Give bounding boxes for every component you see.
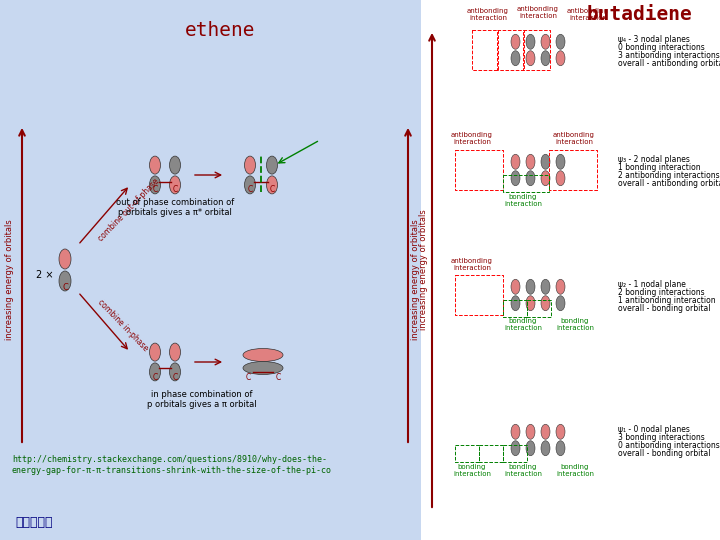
Text: increasing energy of orbitals: increasing energy of orbitals bbox=[420, 210, 428, 330]
Ellipse shape bbox=[150, 343, 161, 361]
Text: bonding
interaction: bonding interaction bbox=[453, 463, 491, 476]
Ellipse shape bbox=[526, 441, 535, 456]
Ellipse shape bbox=[150, 176, 161, 194]
Text: bonding
interaction: bonding interaction bbox=[504, 193, 542, 206]
Ellipse shape bbox=[541, 279, 550, 294]
Ellipse shape bbox=[150, 156, 161, 174]
Text: butadiene: butadiene bbox=[587, 5, 693, 24]
Text: C: C bbox=[275, 374, 281, 382]
Text: http://chemistry.stackexchange.com/questions/8910/why-does-the-
energy-gap-for-π: http://chemistry.stackexchange.com/quest… bbox=[12, 455, 332, 475]
Ellipse shape bbox=[243, 348, 283, 361]
Text: overall - antibonding orbital: overall - antibonding orbital bbox=[618, 179, 720, 188]
Text: 1 antibonding interaction: 1 antibonding interaction bbox=[618, 296, 716, 305]
Text: combine in-phase: combine in-phase bbox=[96, 298, 150, 353]
Ellipse shape bbox=[59, 249, 71, 269]
Ellipse shape bbox=[266, 176, 277, 194]
Text: 1 bonding interaction: 1 bonding interaction bbox=[618, 163, 701, 172]
Ellipse shape bbox=[511, 34, 520, 49]
Text: antibonding
interaction: antibonding interaction bbox=[467, 9, 509, 22]
Ellipse shape bbox=[243, 361, 283, 375]
Ellipse shape bbox=[556, 424, 565, 439]
Text: ψ₁ - 0 nodal planes: ψ₁ - 0 nodal planes bbox=[618, 425, 690, 434]
Text: C: C bbox=[62, 284, 68, 293]
Ellipse shape bbox=[541, 296, 550, 310]
Ellipse shape bbox=[169, 156, 181, 174]
Text: C: C bbox=[172, 373, 178, 381]
Text: 0 antibonding interactions: 0 antibonding interactions bbox=[618, 441, 720, 450]
Text: combine out-of-phase: combine out-of-phase bbox=[97, 177, 161, 243]
Text: ψ₃ - 2 nodal planes: ψ₃ - 2 nodal planes bbox=[618, 155, 690, 164]
Ellipse shape bbox=[541, 51, 550, 66]
Ellipse shape bbox=[556, 296, 565, 310]
Text: antibonding
interaction: antibonding interaction bbox=[451, 259, 493, 272]
Ellipse shape bbox=[169, 176, 181, 194]
Ellipse shape bbox=[169, 363, 181, 381]
Text: 2 ×: 2 × bbox=[36, 270, 54, 280]
Ellipse shape bbox=[556, 34, 565, 49]
Text: ψ₂ - 1 nodal plane: ψ₂ - 1 nodal plane bbox=[618, 280, 686, 289]
Ellipse shape bbox=[511, 424, 520, 439]
Ellipse shape bbox=[511, 296, 520, 310]
Ellipse shape bbox=[245, 156, 256, 174]
Ellipse shape bbox=[541, 171, 550, 186]
Ellipse shape bbox=[526, 171, 535, 186]
Ellipse shape bbox=[541, 34, 550, 49]
Text: antibonding
interaction: antibonding interaction bbox=[567, 9, 609, 22]
Ellipse shape bbox=[556, 279, 565, 294]
Text: C: C bbox=[153, 186, 158, 194]
Ellipse shape bbox=[526, 154, 535, 169]
Ellipse shape bbox=[511, 171, 520, 186]
Ellipse shape bbox=[59, 271, 71, 291]
Ellipse shape bbox=[526, 51, 535, 66]
Bar bbox=[0, 0, 421, 540]
Ellipse shape bbox=[245, 176, 256, 194]
Text: C: C bbox=[153, 373, 158, 381]
Text: 3 bonding interactions: 3 bonding interactions bbox=[618, 433, 705, 442]
Ellipse shape bbox=[526, 279, 535, 294]
Ellipse shape bbox=[541, 154, 550, 169]
Ellipse shape bbox=[266, 156, 277, 174]
Text: bonding
interaction: bonding interaction bbox=[504, 319, 542, 332]
Ellipse shape bbox=[526, 34, 535, 49]
Text: antibonding
interaction: antibonding interaction bbox=[451, 132, 493, 145]
Ellipse shape bbox=[556, 441, 565, 456]
Text: bonding
interaction: bonding interaction bbox=[504, 463, 542, 476]
Text: C: C bbox=[269, 186, 274, 194]
Text: 2 antibonding interactions: 2 antibonding interactions bbox=[618, 171, 719, 180]
Ellipse shape bbox=[526, 296, 535, 310]
Text: 3 antibonding interactions: 3 antibonding interactions bbox=[618, 51, 720, 60]
Text: out of phase combination of
p orbitals gives a π* orbital: out of phase combination of p orbitals g… bbox=[116, 198, 234, 218]
Ellipse shape bbox=[556, 51, 565, 66]
Text: bonding
interaction: bonding interaction bbox=[556, 319, 594, 332]
Text: C: C bbox=[172, 186, 178, 194]
Text: ψ₄ - 3 nodal planes: ψ₄ - 3 nodal planes bbox=[618, 35, 690, 44]
Ellipse shape bbox=[526, 424, 535, 439]
Text: bonding
interaction: bonding interaction bbox=[556, 463, 594, 476]
Ellipse shape bbox=[169, 343, 181, 361]
Text: increasing energy of orbitals: increasing energy of orbitals bbox=[6, 220, 14, 340]
Text: overall - antibonding orbital: overall - antibonding orbital bbox=[618, 59, 720, 68]
Text: overall - bonding orbital: overall - bonding orbital bbox=[618, 449, 711, 458]
Ellipse shape bbox=[511, 154, 520, 169]
Ellipse shape bbox=[541, 441, 550, 456]
Ellipse shape bbox=[556, 171, 565, 186]
Text: C: C bbox=[246, 374, 251, 382]
Ellipse shape bbox=[541, 424, 550, 439]
Ellipse shape bbox=[556, 154, 565, 169]
Ellipse shape bbox=[511, 441, 520, 456]
Text: overall - bonding orbital: overall - bonding orbital bbox=[618, 304, 711, 313]
Text: 0 bonding interactions: 0 bonding interactions bbox=[618, 43, 705, 52]
Ellipse shape bbox=[511, 51, 520, 66]
Text: antibonding
interaction: antibonding interaction bbox=[553, 132, 595, 145]
Text: 2 bonding interactions: 2 bonding interactions bbox=[618, 288, 705, 297]
Ellipse shape bbox=[150, 363, 161, 381]
Text: in phase combination of
p orbitals gives a π orbital: in phase combination of p orbitals gives… bbox=[147, 390, 257, 409]
Text: ethene: ethene bbox=[185, 21, 256, 39]
Ellipse shape bbox=[511, 279, 520, 294]
Bar bbox=[421, 0, 720, 540]
Text: antibonding
interaction: antibonding interaction bbox=[517, 5, 559, 18]
Text: C: C bbox=[248, 186, 253, 194]
Text: increasing energy of orbitals: increasing energy of orbitals bbox=[410, 220, 420, 340]
Text: ⒑歐亞書局: ⒑歐亞書局 bbox=[15, 516, 53, 529]
